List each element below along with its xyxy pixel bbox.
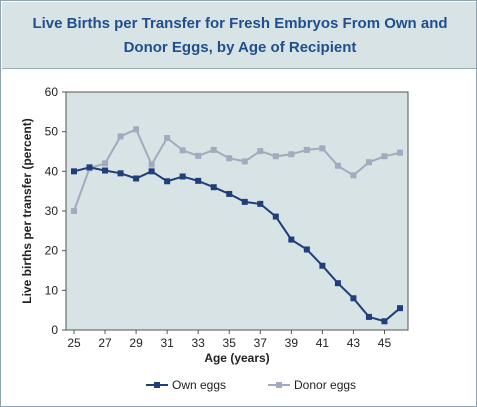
data-point-donor-eggs — [288, 151, 295, 158]
data-point-donor-eggs — [179, 147, 186, 154]
data-point-own-eggs — [397, 305, 403, 312]
x-tick-label: 37 — [254, 336, 268, 350]
legend-label: Donor eggs — [294, 378, 356, 392]
data-point-donor-eggs — [117, 133, 124, 140]
x-tick-label: 39 — [285, 336, 299, 350]
legend-marker — [276, 382, 282, 388]
data-point-own-eggs — [303, 246, 310, 253]
x-tick-label: 29 — [129, 336, 143, 350]
data-point-own-eggs — [164, 178, 171, 185]
y-axis: 0 10 20 30 40 50 60 — [45, 85, 66, 337]
x-tick-label: 41 — [316, 336, 330, 350]
x-tick-label: 35 — [223, 336, 237, 350]
data-point-own-eggs — [381, 318, 388, 325]
series-line-own-eggs — [73, 166, 401, 323]
plot-area — [65, 91, 409, 331]
data-point-own-eggs — [86, 164, 93, 171]
data-point-own-eggs — [272, 213, 279, 220]
series-own-eggs — [71, 164, 403, 325]
data-point-own-eggs — [257, 200, 264, 207]
data-point-donor-eggs — [133, 126, 140, 133]
data-point-donor-eggs — [334, 162, 341, 169]
data-point-donor-eggs — [365, 159, 372, 166]
data-point-own-eggs — [350, 295, 357, 302]
data-point-own-eggs — [179, 173, 186, 180]
x-axis-title: Age (years) — [204, 351, 269, 365]
data-point-donor-eggs — [303, 146, 310, 153]
data-point-donor-eggs — [397, 149, 403, 156]
x-tick-label: 45 — [378, 336, 392, 350]
x-tick-label: 31 — [160, 336, 174, 350]
data-point-donor-eggs — [102, 160, 109, 167]
data-point-own-eggs — [226, 190, 233, 197]
y-tick-label: 20 — [45, 244, 59, 258]
y-tick-label: 10 — [45, 283, 59, 297]
data-point-own-eggs — [71, 168, 77, 175]
data-point-own-eggs — [288, 236, 295, 243]
data-point-donor-eggs — [319, 145, 326, 152]
data-point-own-eggs — [210, 184, 217, 191]
y-tick-label: 30 — [45, 204, 59, 218]
data-point-donor-eggs — [350, 172, 357, 179]
data-point-donor-eggs — [226, 155, 233, 162]
x-axis: 25 27 29 31 33 35 37 39 41 43 45 — [67, 330, 391, 350]
y-tick-label: 0 — [51, 323, 58, 337]
data-point-own-eggs — [102, 167, 109, 174]
title-band: Live Births per Transfer for Fresh Embry… — [2, 2, 476, 69]
y-tick-label: 50 — [45, 125, 59, 139]
legend-item-donor-eggs: Donor eggs — [268, 378, 356, 392]
x-tick-label: 33 — [192, 336, 206, 350]
x-tick-label: 27 — [98, 336, 112, 350]
legend-marker — [154, 382, 160, 388]
y-axis-title: Live births per transfer (percent) — [20, 118, 34, 303]
legend: Own eggs Donor eggs — [146, 378, 356, 392]
data-point-own-eggs — [117, 170, 124, 177]
data-point-donor-eggs — [381, 153, 388, 160]
data-point-donor-eggs — [210, 146, 217, 153]
data-point-donor-eggs — [272, 153, 279, 160]
legend-item-own-eggs: Own eggs — [146, 378, 226, 392]
y-tick-label: 60 — [45, 85, 59, 99]
data-point-own-eggs — [133, 175, 140, 182]
data-point-donor-eggs — [71, 208, 77, 214]
y-tick-label: 40 — [45, 164, 59, 178]
data-point-own-eggs — [148, 168, 155, 175]
legend-label: Own eggs — [172, 378, 226, 392]
x-tick-label: 25 — [67, 336, 81, 350]
chart-title: Live Births per Transfer for Fresh Embry… — [32, 15, 448, 56]
data-point-own-eggs — [334, 280, 341, 287]
series-layer — [71, 126, 403, 325]
series-line-donor-eggs — [73, 127, 401, 212]
data-point-donor-eggs — [148, 161, 155, 168]
data-point-donor-eggs — [195, 152, 202, 159]
data-point-donor-eggs — [257, 148, 264, 155]
data-point-donor-eggs — [241, 158, 248, 165]
data-point-own-eggs — [319, 262, 326, 269]
data-point-own-eggs — [365, 313, 372, 320]
data-point-own-eggs — [195, 177, 202, 184]
data-point-own-eggs — [241, 198, 248, 205]
data-point-donor-eggs — [164, 135, 171, 142]
x-tick-label: 43 — [347, 336, 361, 350]
